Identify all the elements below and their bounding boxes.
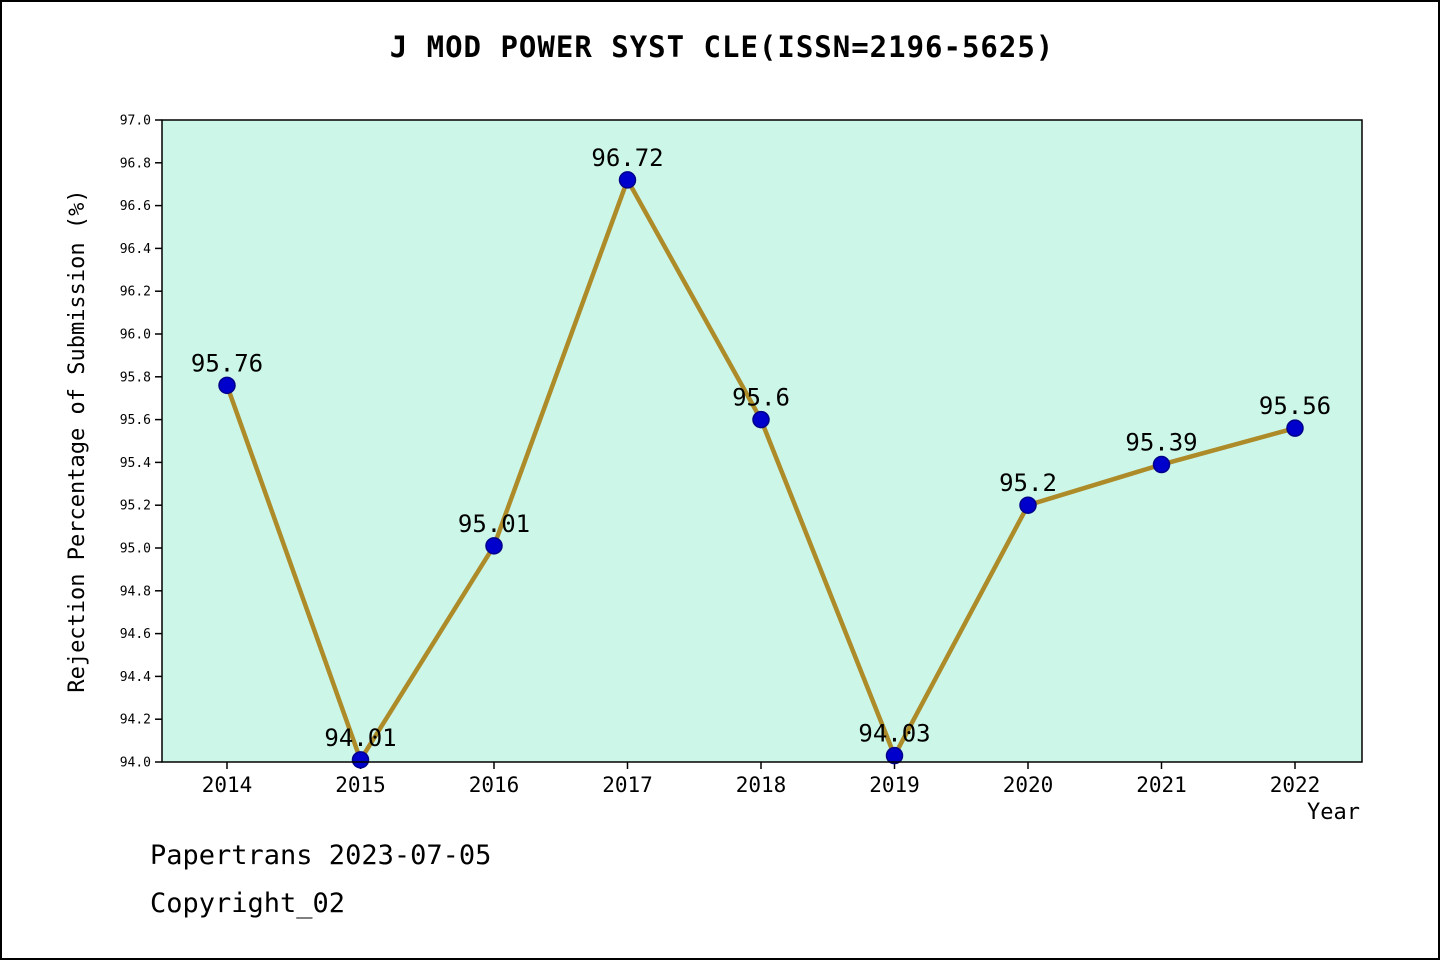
y-tick-label: 95.2 <box>120 499 151 514</box>
x-tick-label: 2018 <box>736 773 787 797</box>
point-label: 95.39 <box>1125 429 1197 457</box>
x-tick-label: 2020 <box>1003 773 1054 797</box>
y-tick-label: 95.0 <box>120 542 151 557</box>
x-tick-label: 2015 <box>335 773 386 797</box>
x-tick-label: 2019 <box>869 773 920 797</box>
x-tick-label: 2014 <box>202 773 253 797</box>
footer-copyright: Copyright_02 <box>150 888 346 919</box>
y-tick-label: 96.0 <box>120 328 151 343</box>
plot-border <box>161 119 1363 763</box>
point-label: 95.76 <box>191 349 263 377</box>
point-label: 96.72 <box>591 144 663 172</box>
data-point <box>1152 455 1171 474</box>
y-tick-label: 94.6 <box>120 627 151 642</box>
y-tick-label: 96.8 <box>120 156 151 171</box>
x-tick-label: 2022 <box>1270 773 1321 797</box>
y-tick-label: 94.0 <box>120 756 151 771</box>
y-tick-label: 94.4 <box>120 670 151 685</box>
data-point <box>351 751 370 769</box>
y-tick-label: 96.6 <box>120 199 151 214</box>
data-point <box>885 746 904 765</box>
data-point <box>485 537 503 555</box>
y-tick-label: 95.4 <box>120 456 151 471</box>
data-point <box>1019 496 1037 514</box>
data-point <box>752 410 770 429</box>
point-label: 95.56 <box>1259 392 1331 420</box>
y-tick-label: 95.8 <box>120 370 151 385</box>
y-axis-label: Rejection Percentage of Submission (%) <box>65 189 90 693</box>
x-axis-label: Year <box>1307 800 1360 825</box>
y-tick-label: 96.4 <box>120 242 151 257</box>
data-point <box>1286 419 1304 437</box>
y-tick-label: 94.2 <box>120 713 151 728</box>
y-tick-label: 95.6 <box>120 413 151 428</box>
y-tick-label: 97.0 <box>120 114 151 129</box>
x-tick-label: 2017 <box>602 773 653 797</box>
x-tick-label: 2021 <box>1136 773 1187 797</box>
chart-title: J MOD POWER SYST CLE(ISSN=2196-5625) <box>389 30 1055 64</box>
data-point <box>218 376 236 395</box>
plot-area <box>162 120 1362 762</box>
point-label: 95.2 <box>999 469 1057 497</box>
point-label: 94.03 <box>858 720 930 748</box>
y-tick-label: 94.8 <box>120 584 151 599</box>
x-tick-label: 2016 <box>469 773 520 797</box>
point-label: 94.01 <box>324 724 396 752</box>
point-label: 95.6 <box>732 384 790 412</box>
data-point <box>618 171 637 189</box>
y-tick-label: 96.2 <box>120 285 151 300</box>
point-label: 95.01 <box>458 510 530 538</box>
footer-papertrans: Papertrans 2023-07-05 <box>150 840 492 871</box>
